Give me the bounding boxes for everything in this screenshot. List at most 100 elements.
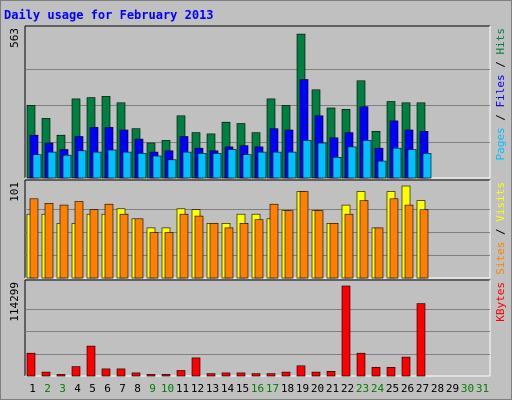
bar-kbytes: [101, 368, 111, 377]
bar-kbytes: [86, 345, 96, 377]
bar-sites: [404, 204, 414, 279]
bar-kbytes: [416, 303, 426, 377]
bar-sites: [329, 223, 339, 279]
bar-sites: [344, 213, 354, 279]
bar-kbytes: [131, 372, 141, 377]
day-label: 21: [326, 382, 339, 395]
bar-pages: [182, 151, 192, 179]
bar-kbytes: [191, 357, 201, 377]
bar-pages: [287, 151, 297, 179]
bar-pages: [407, 149, 417, 179]
bar-sites: [44, 203, 54, 279]
day-label: 8: [134, 382, 141, 395]
day-label: 27: [416, 382, 429, 395]
bar-kbytes: [206, 373, 216, 377]
day-label: 1: [29, 382, 36, 395]
bar-pages: [332, 157, 342, 179]
bar-sites: [299, 191, 309, 279]
legend-kbytes: KBytes: [494, 282, 507, 322]
bar-sites: [374, 227, 384, 279]
legend-item: Visits: [494, 182, 507, 222]
bar-pages: [77, 150, 87, 179]
bar-sites: [149, 232, 159, 279]
day-label: 5: [89, 382, 96, 395]
bar-sites: [179, 213, 189, 279]
day-label: 11: [176, 382, 189, 395]
bar-kbytes: [386, 366, 396, 377]
y-max-label: 563: [8, 28, 21, 48]
bar-sites: [164, 232, 174, 279]
bar-kbytes: [266, 373, 276, 377]
bar-pages: [62, 154, 72, 179]
bar-pages: [317, 142, 327, 179]
bar-pages: [152, 155, 162, 179]
bar-sites: [194, 215, 204, 279]
legend-item: Pages: [494, 127, 507, 160]
bar-sites: [254, 219, 264, 279]
legend-item: /: [494, 222, 507, 242]
day-label: 3: [59, 382, 66, 395]
day-label: 19: [296, 382, 309, 395]
bar-sites: [314, 210, 324, 279]
day-label: 18: [281, 382, 294, 395]
day-label: 15: [236, 382, 249, 395]
bar-kbytes: [116, 368, 126, 377]
bar-pages: [137, 153, 147, 179]
legend-item: Sites: [494, 242, 507, 275]
bar-pages: [257, 151, 267, 179]
bar-kbytes: [161, 374, 171, 377]
bar-kbytes: [71, 366, 81, 377]
bar-kbytes: [56, 374, 66, 377]
y-max-label: 114299: [8, 282, 21, 322]
bar-kbytes: [41, 371, 51, 377]
bar-sites: [239, 223, 249, 279]
bar-pages: [122, 151, 132, 179]
bar-pages: [362, 140, 372, 179]
day-label: 10: [161, 382, 174, 395]
day-label: 16: [251, 382, 264, 395]
bar-pages: [197, 153, 207, 179]
bar-sites: [389, 198, 399, 279]
bar-kbytes: [281, 371, 291, 377]
bar-sites: [104, 203, 114, 279]
bar-sites: [29, 198, 39, 279]
bar-pages: [32, 154, 42, 179]
legend-visits-sites: Sites / Visits: [494, 182, 507, 275]
bar-pages: [347, 146, 357, 179]
bar-sites: [59, 204, 69, 279]
bar-sites: [134, 218, 144, 279]
day-label: 31: [476, 382, 489, 395]
bar-kbytes: [401, 356, 411, 377]
bar-sites: [209, 223, 219, 279]
bar-pages: [107, 149, 117, 179]
bar-sites: [119, 213, 129, 279]
bar-pages: [302, 140, 312, 179]
y-max-label: 101: [8, 182, 21, 202]
day-label: 4: [74, 382, 81, 395]
bar-sites: [284, 210, 294, 279]
bar-pages: [377, 160, 387, 179]
bar-sites: [269, 203, 279, 279]
legend-hits-files-pages: Pages / Files / Hits: [494, 28, 507, 161]
bar-sites: [89, 209, 99, 279]
legend-item: /: [494, 108, 507, 128]
day-label: 2: [44, 382, 51, 395]
day-label: 12: [191, 382, 204, 395]
bar-pages: [92, 151, 102, 179]
legend-item: Hits: [494, 28, 507, 55]
day-label: 22: [341, 382, 354, 395]
bar-pages: [242, 154, 252, 179]
bar-kbytes: [26, 352, 36, 377]
day-label: 29: [446, 382, 459, 395]
panel-bg-kbytes: [25, 280, 490, 376]
bar-kbytes: [296, 365, 306, 377]
bar-kbytes: [311, 371, 321, 377]
day-label: 7: [119, 382, 126, 395]
bar-kbytes: [236, 372, 246, 377]
bar-kbytes: [356, 352, 366, 377]
day-label: 6: [104, 382, 111, 395]
bar-sites: [359, 200, 369, 279]
bar-pages: [272, 151, 282, 179]
bar-kbytes: [176, 370, 186, 377]
bar-pages: [167, 159, 177, 179]
